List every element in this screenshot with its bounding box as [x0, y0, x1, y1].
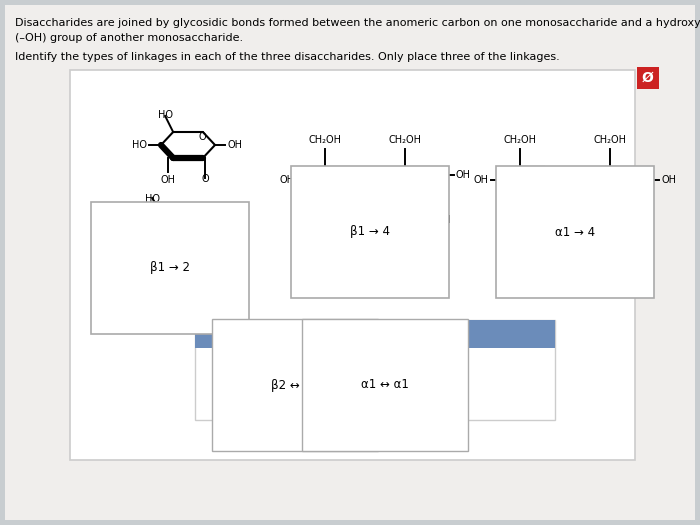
- Text: β2 ↔ α1: β2 ↔ α1: [271, 379, 319, 392]
- Text: OH: OH: [456, 170, 471, 180]
- Text: HO: HO: [158, 110, 173, 120]
- Text: OH: OH: [474, 175, 489, 185]
- Text: β1 → 2: β1 → 2: [150, 261, 190, 275]
- Text: OH: OH: [189, 255, 204, 265]
- Text: OH: OH: [359, 175, 374, 185]
- Text: α1 → 4: α1 → 4: [555, 226, 595, 238]
- Text: O: O: [425, 167, 433, 177]
- Text: (–OH) group of another monosaccharide.: (–OH) group of another monosaccharide.: [15, 33, 243, 43]
- Text: β1 → 4: β1 → 4: [350, 226, 390, 238]
- FancyBboxPatch shape: [195, 320, 555, 348]
- Text: CH₂OH: CH₂OH: [309, 135, 342, 145]
- FancyBboxPatch shape: [195, 320, 555, 420]
- FancyBboxPatch shape: [637, 67, 659, 89]
- Text: HO: HO: [145, 194, 160, 204]
- Text: OH: OH: [661, 175, 676, 185]
- Text: OH: OH: [503, 210, 517, 220]
- Text: OH: OH: [542, 210, 557, 220]
- FancyBboxPatch shape: [70, 70, 635, 460]
- Text: CH₂OH: CH₂OH: [503, 135, 537, 145]
- Text: Identify the types of linkages in each of the three disaccharides. Only place th: Identify the types of linkages in each o…: [15, 52, 560, 62]
- Text: OH: OH: [632, 210, 648, 220]
- Text: Disaccharides are joined by glycosidic bonds formed between the anomeric carbon : Disaccharides are joined by glycosidic b…: [15, 18, 700, 28]
- Text: Answer Bank: Answer Bank: [329, 328, 421, 341]
- Text: OH: OH: [307, 210, 323, 220]
- Text: Ø: Ø: [642, 71, 654, 85]
- Text: O: O: [345, 167, 353, 177]
- Text: OH: OH: [279, 175, 294, 185]
- Text: CH₂OH: CH₂OH: [594, 135, 626, 145]
- Text: HO: HO: [119, 220, 134, 230]
- Text: CH₂OH: CH₂OH: [419, 215, 452, 225]
- Text: α1 ↔ α1: α1 ↔ α1: [361, 379, 409, 392]
- FancyBboxPatch shape: [5, 5, 695, 520]
- Text: OH: OH: [161, 175, 176, 185]
- Text: OH: OH: [146, 255, 161, 265]
- Text: O: O: [569, 175, 577, 185]
- Text: O: O: [348, 203, 356, 213]
- Text: O: O: [630, 167, 638, 177]
- Text: O: O: [201, 174, 209, 184]
- Text: OH: OH: [386, 210, 400, 220]
- Text: OH: OH: [591, 210, 606, 220]
- Text: O: O: [186, 212, 192, 222]
- Text: O: O: [198, 132, 206, 142]
- Text: OH: OH: [227, 140, 242, 150]
- Text: CH₂OH: CH₂OH: [389, 135, 421, 145]
- Text: O: O: [540, 167, 548, 177]
- Text: HO: HO: [132, 140, 147, 150]
